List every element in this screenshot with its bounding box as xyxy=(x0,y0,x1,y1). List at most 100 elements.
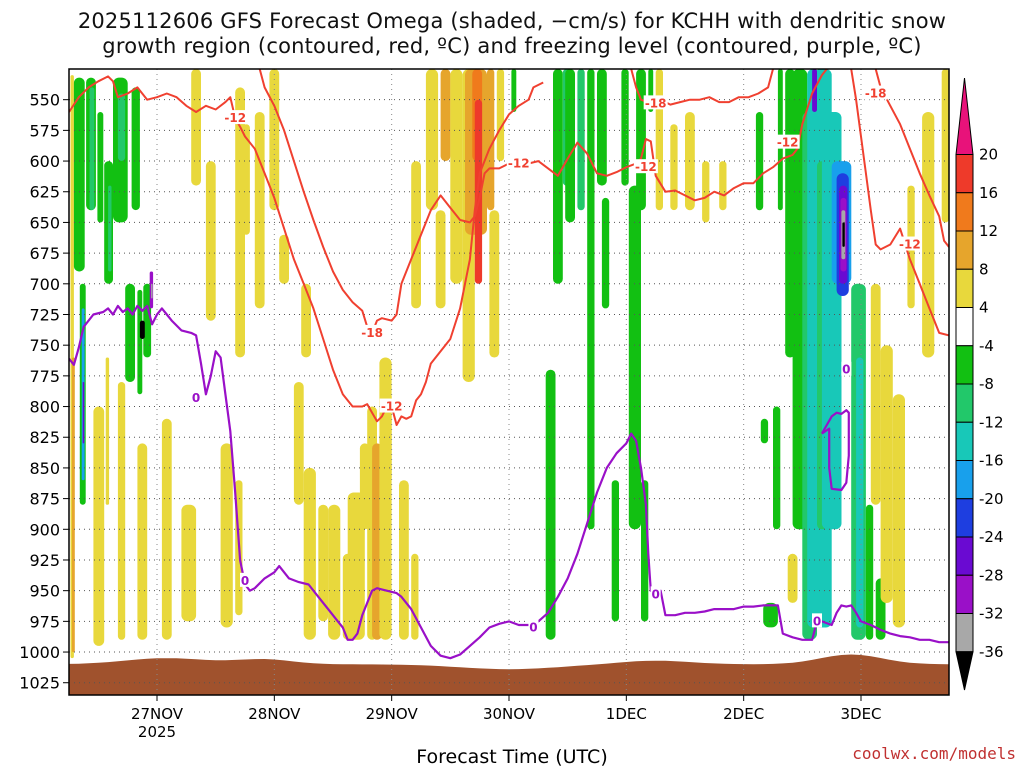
y-tick-label: 650 xyxy=(29,213,60,232)
dgz-label-bg xyxy=(223,110,248,125)
omega-cell xyxy=(108,185,112,272)
freezing-label-bg xyxy=(191,389,202,404)
dgz-label-bg xyxy=(633,159,658,174)
dgz-label-bg xyxy=(379,398,404,413)
omega-cell xyxy=(347,492,365,640)
omega-cell xyxy=(82,382,85,444)
omega-cell xyxy=(702,161,710,223)
omega-cell xyxy=(496,69,505,162)
omega-cell xyxy=(301,283,311,358)
omega-cell xyxy=(474,99,483,284)
colorbar-tick-label: -16 xyxy=(979,452,1004,470)
omega-cell xyxy=(941,69,949,223)
y-tick-label: 975 xyxy=(29,612,60,631)
dgz-contour-label: -12 xyxy=(381,400,403,414)
y-tick-label: 725 xyxy=(29,305,60,324)
omega-cell xyxy=(865,504,874,640)
colorbar-tick-label: -4 xyxy=(979,337,994,355)
colorbar-tick-label: 8 xyxy=(979,260,989,278)
dgz-contour-label: -12 xyxy=(224,111,246,125)
colorbar-bin xyxy=(955,192,974,232)
freezing-label-bg xyxy=(650,586,661,601)
y-tick-label: 950 xyxy=(29,582,60,601)
colorbar-tick-label: -32 xyxy=(979,605,1004,623)
dgz-contour-label: -18 xyxy=(865,87,887,101)
colorbar-bin xyxy=(955,230,974,270)
colorbar-bin xyxy=(955,613,974,653)
freezing-contour-label: 0 xyxy=(529,620,537,634)
y-axis-ticks: 550 575 600 625 650 675 700 725 750 775 800 825 850 8… xyxy=(19,91,69,693)
colorbar-tick-label: -8 xyxy=(979,375,994,393)
omega-cell xyxy=(279,234,289,284)
omega-cell xyxy=(670,124,678,211)
omega-cell xyxy=(870,283,881,505)
chart-title-line-1: 2025112606 GFS Forecast Omega (shaded, −… xyxy=(77,9,947,33)
y-tick-label: 550 xyxy=(29,91,60,110)
omega-cell xyxy=(628,185,641,530)
omega-cell xyxy=(435,210,446,309)
omega-cell xyxy=(89,87,95,211)
omega-cell xyxy=(293,382,304,505)
freezing-contour-label: 0 xyxy=(241,574,249,588)
omega-cell xyxy=(242,124,250,235)
omega-cell xyxy=(97,112,104,223)
omega-cell xyxy=(787,553,798,603)
colorbar-tick-label: 12 xyxy=(979,222,998,240)
colorbar-tick-label: -12 xyxy=(979,413,1004,431)
y-tick-label: 675 xyxy=(29,244,60,263)
colorbar-bin xyxy=(955,307,974,347)
y-tick-label: 1000 xyxy=(19,643,60,662)
omega-cell xyxy=(143,283,152,358)
omega-cell xyxy=(137,443,148,640)
omega-cell xyxy=(151,283,153,299)
omega-cell xyxy=(450,69,463,284)
x-axis-ticks: 27NOV 28NOV 29NOV 30NOV 1DEC 2DEC 3DEC 2025 xyxy=(131,695,882,741)
freezing-label-bg xyxy=(841,361,852,376)
x-tick-label: 30NOV xyxy=(483,705,536,723)
dgz-contour-label: -18 xyxy=(645,96,667,110)
dgz-contour-label: -12 xyxy=(635,160,657,174)
omega-cell xyxy=(105,357,110,505)
omega-cell xyxy=(601,197,610,309)
y-tick-label: 750 xyxy=(29,336,60,355)
omega-cell xyxy=(181,504,197,622)
y-tick-label: 600 xyxy=(29,152,60,171)
omega-cell xyxy=(856,357,864,628)
omega-cell xyxy=(655,69,663,211)
omega-cell xyxy=(425,69,439,211)
dgz-label-bg xyxy=(775,134,800,149)
omega-cell xyxy=(399,480,409,640)
omega-cell xyxy=(318,504,329,622)
omega-cell xyxy=(73,77,85,272)
omega-cell xyxy=(621,69,629,186)
omega-cell xyxy=(125,283,135,382)
contour-labels: -12 -18 -12 -12 -18 -12 -12 -18 -12 0 0 0 0 0 0 xyxy=(191,85,922,634)
omega-cell xyxy=(161,418,172,640)
omega-cell xyxy=(254,112,265,309)
colorbar-tick-label: 20 xyxy=(979,146,998,164)
dgz-contour-label: -18 xyxy=(361,326,383,340)
colorbar-bin xyxy=(955,651,974,691)
colorbar-tick-label: 4 xyxy=(979,299,989,317)
omega-cell xyxy=(922,112,935,358)
omega-cell xyxy=(511,69,517,112)
colorbar: 20 16 12 8 4 -4 -8 -12 -16 -20 -24 -28 -32 -36 xyxy=(955,77,1004,691)
omega-cell xyxy=(117,93,126,161)
dgz-contour-label: -12 xyxy=(777,136,799,150)
omega-cell xyxy=(565,69,575,223)
dgz-contour-label: -12 xyxy=(508,157,530,171)
omega-cell xyxy=(191,69,201,186)
grid-lines xyxy=(69,69,949,695)
omega-cell xyxy=(587,69,595,530)
omega-cell xyxy=(577,69,585,211)
omega-cell xyxy=(131,87,140,211)
x-tick-label: 29NOV xyxy=(366,705,419,723)
colorbar-bin xyxy=(955,574,974,614)
omega-cell xyxy=(411,553,419,640)
omega-cell xyxy=(328,504,341,640)
omega-cell xyxy=(303,467,316,640)
y-tick-label: 825 xyxy=(29,428,60,447)
y-tick-label: 625 xyxy=(29,183,60,202)
freezing-label-bg xyxy=(528,619,539,634)
